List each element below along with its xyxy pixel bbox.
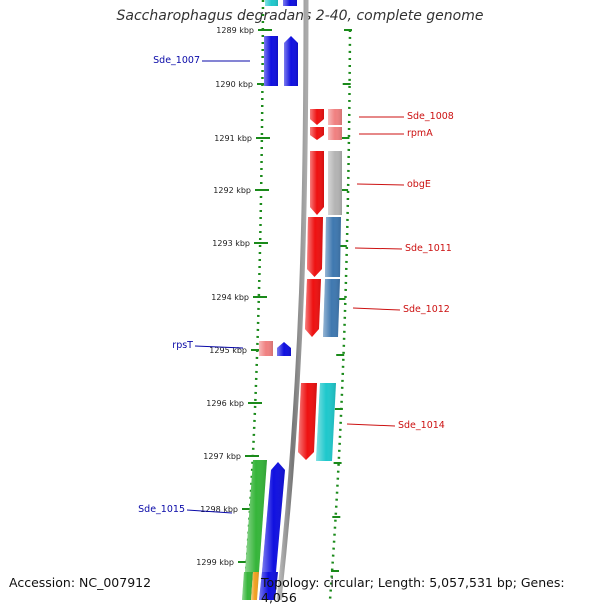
tick-label: 1290 kbp <box>215 80 253 89</box>
gene-rpma-shade <box>310 127 324 140</box>
gene-label-left[interactable]: Sde_1015 <box>138 504 185 515</box>
leader-line <box>352 307 401 311</box>
gene-label-right[interactable]: Sde_1012 <box>403 304 450 315</box>
tick-label: 1294 kbp <box>211 293 249 302</box>
genome-info-text: Topology: circular; Length: 5,057,531 bp… <box>261 575 565 605</box>
right-ruler <box>328 29 352 600</box>
tick-label: 1292 kbp <box>213 186 251 195</box>
leader-line <box>186 509 233 514</box>
gene-label-left[interactable]: rpsT <box>172 340 193 351</box>
label-layer: Sde_1007 rpsT Sde_1015 Sde_1008 rpmA obgE Sde_… <box>138 55 454 515</box>
tick-label: 1296 kbp <box>206 399 244 408</box>
gene-obge-ortholog-shade <box>328 151 342 215</box>
gene-rpst-shade <box>277 342 291 356</box>
tick-label: 1289 kbp <box>216 26 254 35</box>
gene-bottom-blue-shade <box>259 572 278 600</box>
gene-label-left[interactable]: Sde_1007 <box>153 55 200 66</box>
cyan-gene-top-shade <box>265 0 278 6</box>
gene-label-right[interactable]: obgE <box>407 179 431 190</box>
accession-text: Accession: NC_007912 <box>9 575 152 590</box>
gene-sde-1008-shade <box>310 109 324 125</box>
tick-label: 1293 kbp <box>212 239 250 248</box>
tick-label: 1291 kbp <box>214 134 252 143</box>
gene-layer <box>242 0 342 600</box>
gene-sde-1015-shade <box>262 462 285 572</box>
tick-label: 1299 kbp <box>196 558 234 567</box>
gene-sde-1015-ortholog-shade <box>245 460 267 572</box>
gene-rpst-ortholog-shade <box>259 341 273 356</box>
tick-label: 1297 kbp <box>203 452 241 461</box>
leader-line <box>194 345 244 349</box>
gene-label-right[interactable]: rpmA <box>407 128 433 139</box>
gene-sde-1014-shade <box>298 383 317 460</box>
leader-line <box>354 247 403 250</box>
gene-rpma-ortholog-shade <box>328 127 342 140</box>
gene-bottom-green-shade <box>242 572 253 600</box>
gene-sde-1008-ortholog-shade <box>328 109 342 125</box>
genome-backbone <box>276 0 309 600</box>
gene-sde-1014-ortholog-shade <box>316 383 336 461</box>
gene-sde-1012-shade <box>305 279 321 337</box>
gene-label-right[interactable]: Sde_1008 <box>407 111 454 122</box>
gene-label-right[interactable]: Sde_1011 <box>405 243 452 254</box>
gene-sde-1007-b-shade <box>284 36 298 86</box>
tick-label: 1295 kbp <box>209 346 247 355</box>
leader-line <box>346 423 396 427</box>
gene-sde-1011-shade <box>307 217 323 277</box>
gene-sde-1012-ortholog-shade <box>323 279 340 337</box>
gene-sde-1011-ortholog-shade <box>325 217 341 277</box>
gene-sde-1007-a-shade <box>264 36 278 86</box>
map-title: Saccharophagus degradans 2-40, complete … <box>116 8 484 24</box>
leader-line <box>356 183 405 186</box>
gene-obge-shade <box>310 151 324 215</box>
blue-gene-top-shade <box>283 0 297 6</box>
tick-label: 1298 kbp <box>200 505 238 514</box>
gene-bottom-orange-shade <box>251 572 259 600</box>
gene-label-right[interactable]: Sde_1014 <box>398 420 445 431</box>
